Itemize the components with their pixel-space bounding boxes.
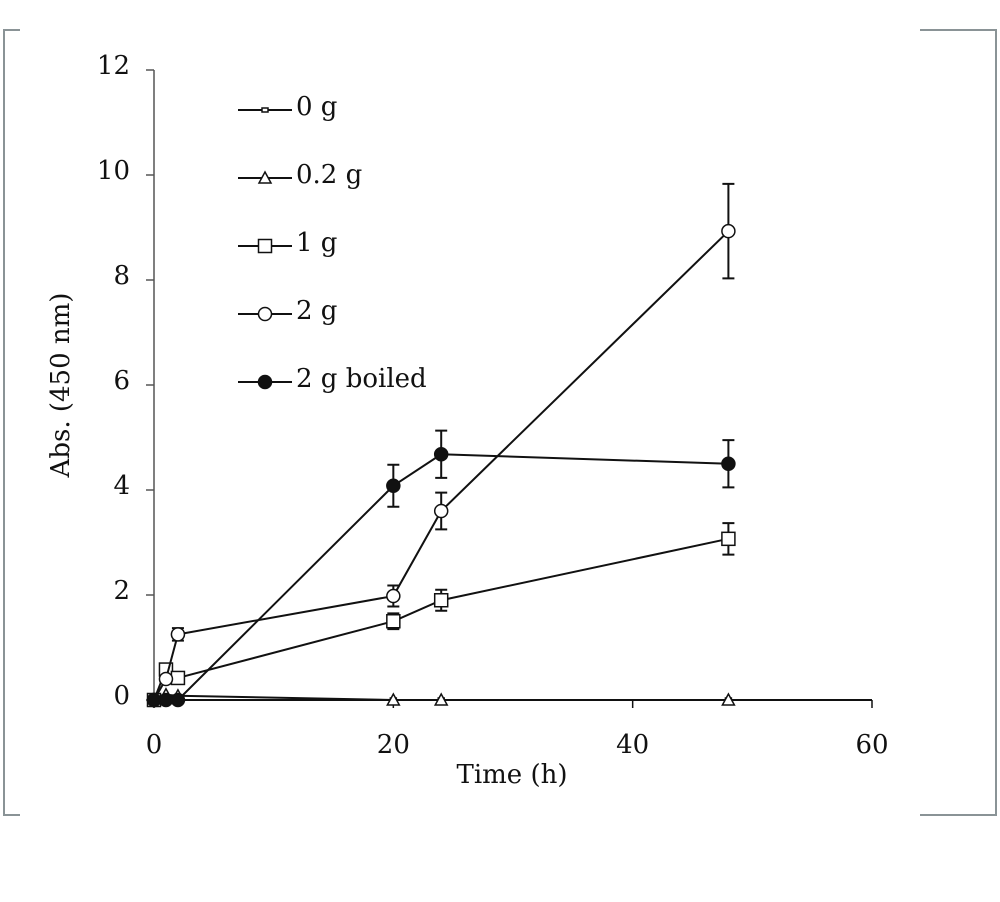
legend-label: 2 g boiled (296, 364, 427, 394)
marker (257, 374, 273, 390)
marker (433, 503, 449, 519)
marker (721, 531, 736, 547)
marker (257, 170, 273, 184)
marker (433, 447, 449, 462)
marker (257, 306, 273, 322)
marker (257, 238, 273, 254)
y-tick-label: 6 (113, 366, 130, 396)
marker (721, 692, 736, 706)
y-tick-label: 4 (113, 471, 130, 501)
marker (146, 692, 162, 708)
legend-label: 1 g (296, 228, 337, 258)
marker (170, 692, 186, 708)
frame-right (920, 29, 997, 816)
x-tick-label: 20 (377, 730, 410, 760)
x-tick-label: 0 (146, 730, 163, 760)
marker (386, 614, 401, 629)
legend-label: 2 g (296, 296, 337, 326)
series-line (154, 453, 729, 701)
y-tick-label: 12 (97, 51, 130, 81)
x-axis-label: Time (h) (457, 760, 568, 790)
marker (170, 670, 186, 686)
marker (721, 456, 736, 471)
y-tick-label: 2 (113, 576, 130, 606)
marker (261, 107, 269, 113)
series-line (153, 537, 729, 701)
x-tick-label: 40 (616, 730, 649, 760)
marker (386, 692, 401, 706)
marker (386, 588, 401, 604)
legend-label: 0 g (296, 92, 337, 122)
marker (170, 627, 186, 642)
y-tick-label: 10 (97, 156, 130, 186)
marker (433, 692, 449, 706)
y-tick-label: 8 (113, 261, 130, 291)
y-axis-label: Abs. (450 nm) (46, 293, 76, 479)
y-tick-label: 0 (113, 681, 130, 711)
x-tick-label: 60 (855, 730, 888, 760)
marker (158, 671, 174, 687)
legend-label: 0.2 g (296, 160, 362, 190)
marker (158, 692, 174, 708)
marker (386, 478, 401, 494)
frame-left (3, 29, 20, 816)
marker (433, 593, 449, 608)
marker (721, 223, 736, 239)
